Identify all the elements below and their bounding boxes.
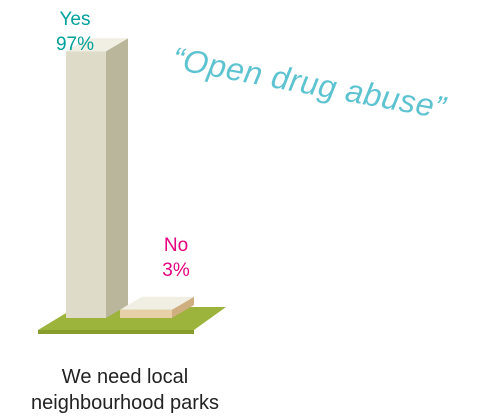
- category-label-no: No: [163, 235, 189, 256]
- value-label-yes: 97%: [55, 34, 95, 55]
- bar-label-no: No 3%: [126, 233, 226, 283]
- bar-no-top: [120, 296, 194, 310]
- ground-edge: [38, 330, 194, 334]
- bar-yes-top: [66, 38, 128, 52]
- bars: [66, 38, 194, 318]
- bar-no: [120, 296, 194, 318]
- chart-caption: We need local neighbourhood parks: [31, 366, 219, 414]
- bar-no-front: [120, 309, 172, 318]
- bar-no-side: [172, 296, 194, 318]
- bar-label-yes: Yes 97%: [25, 7, 125, 57]
- bar-yes: [66, 38, 128, 318]
- category-label-yes: Yes: [59, 9, 91, 30]
- bar-yes-side: [106, 38, 128, 318]
- value-label-no: 3%: [162, 260, 190, 281]
- bar-yes-front: [66, 51, 106, 318]
